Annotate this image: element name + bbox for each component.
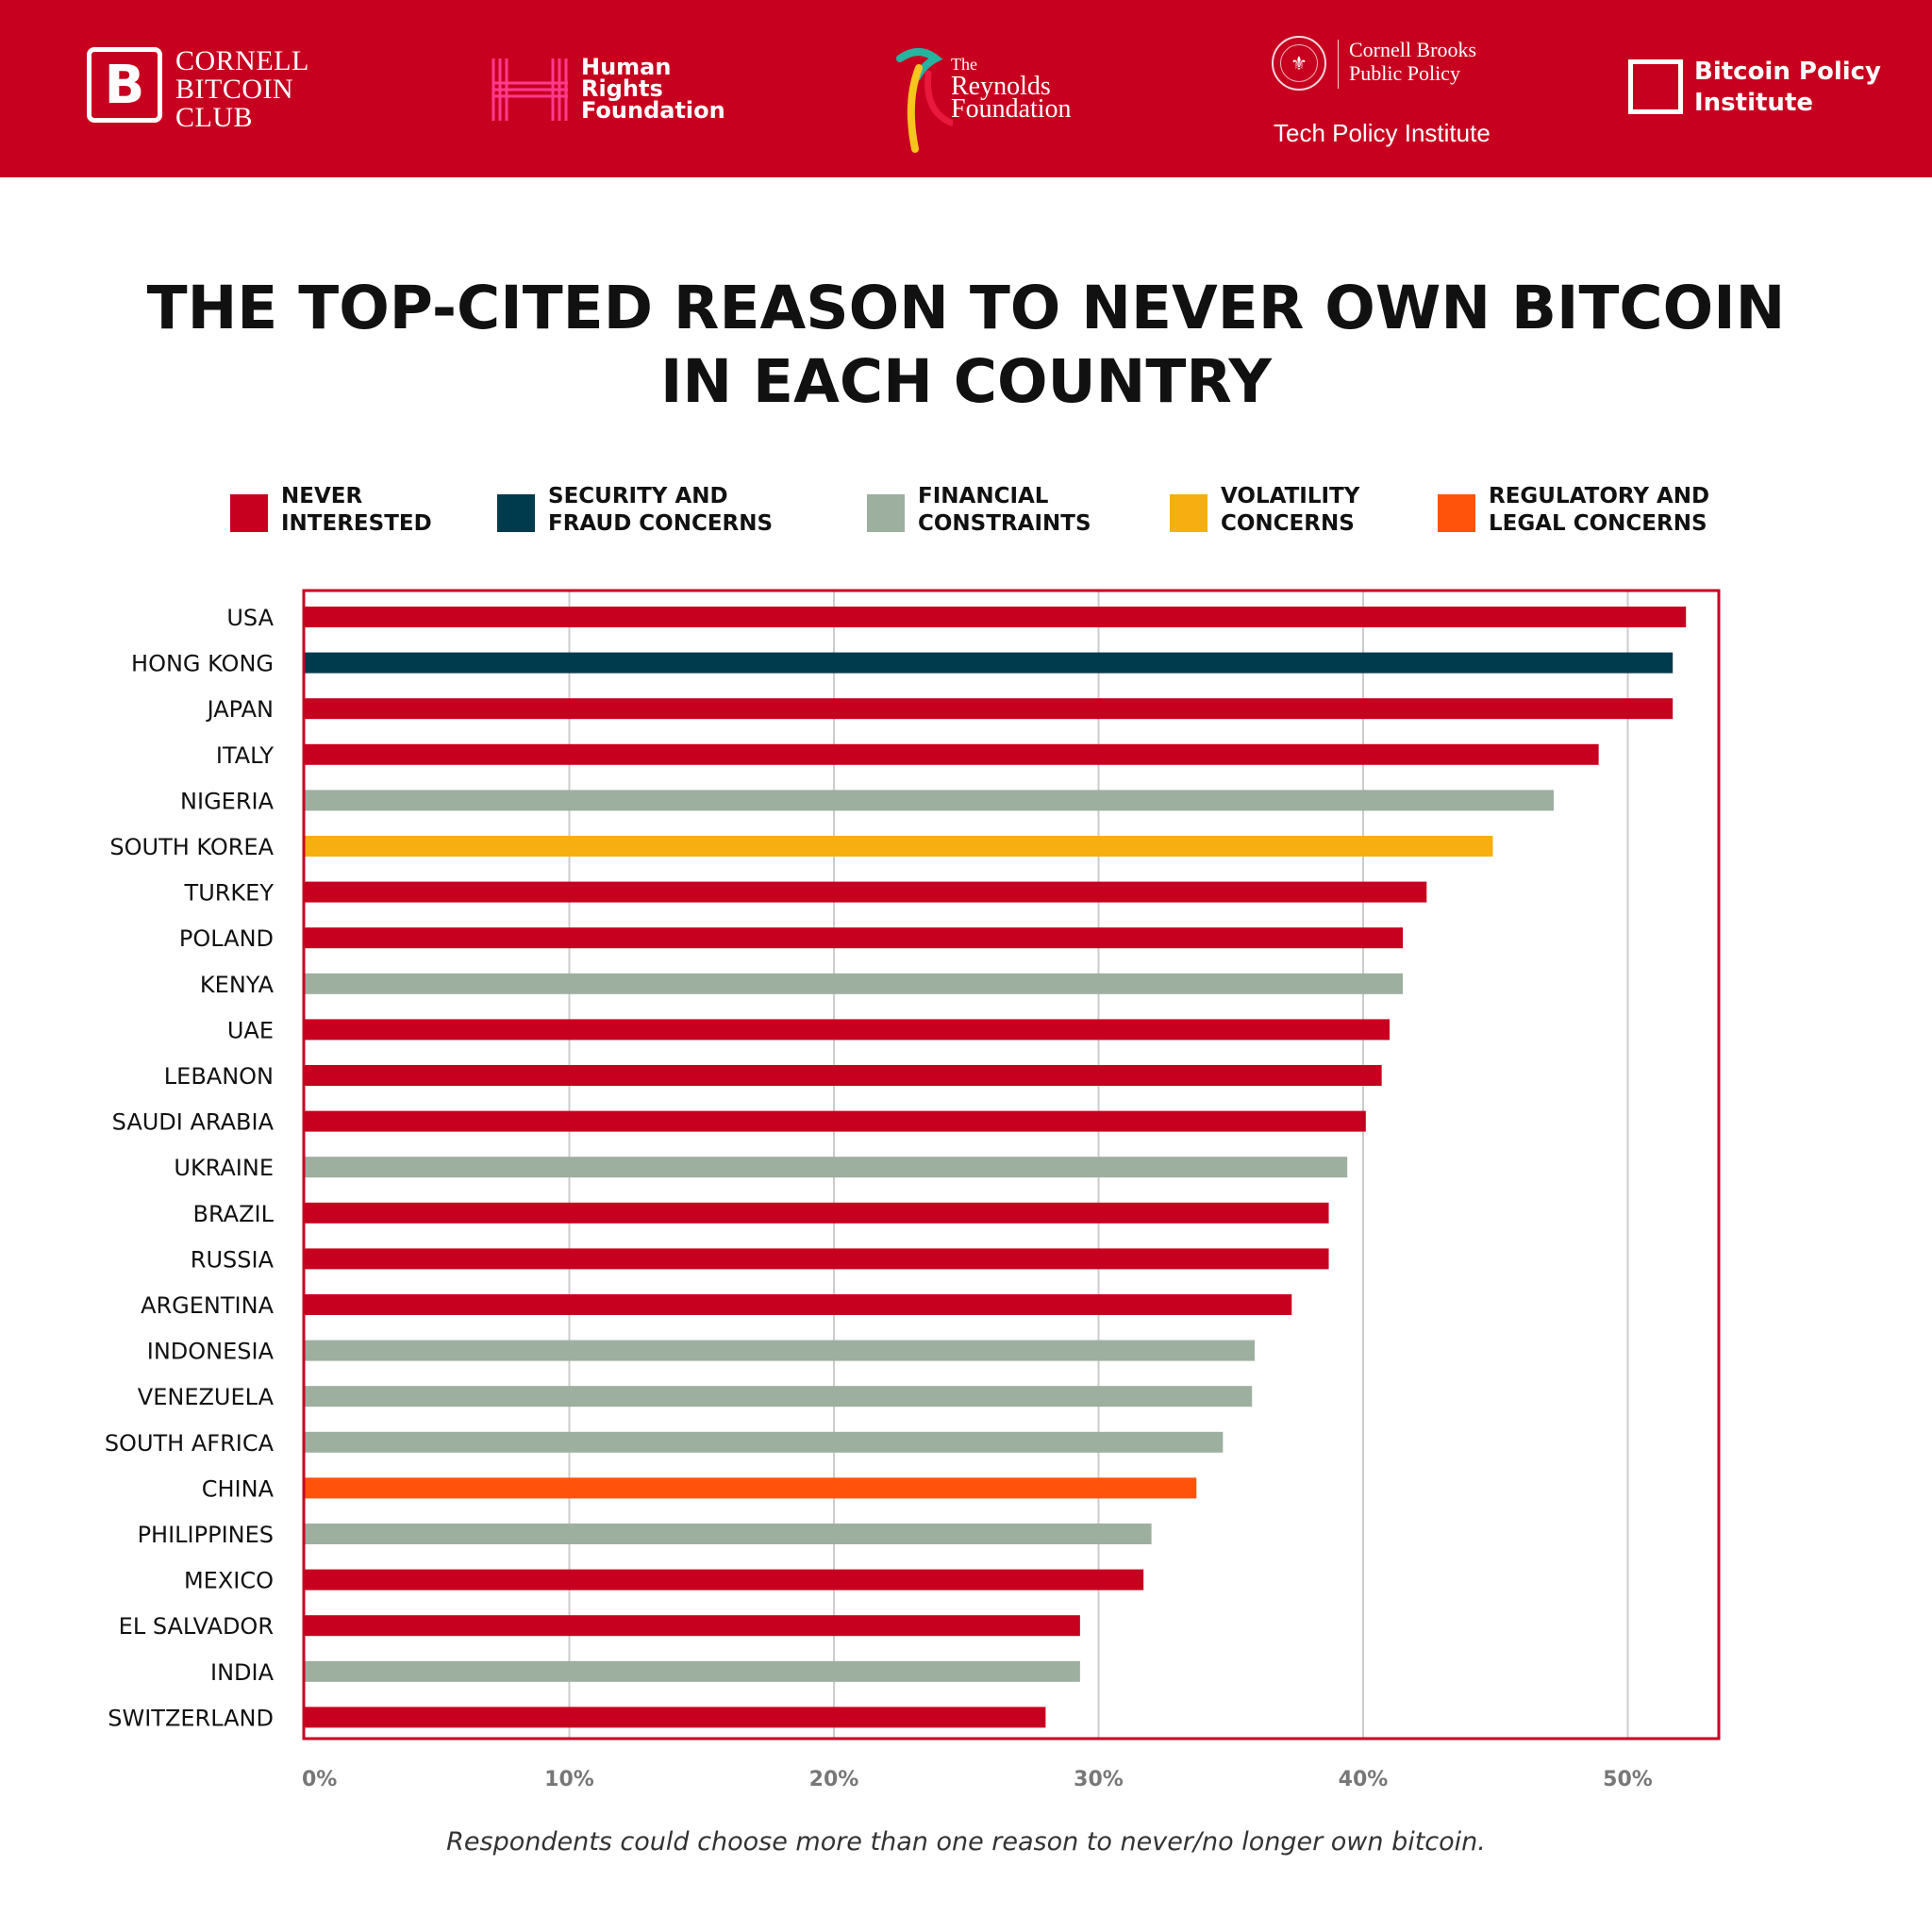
bar-kenya xyxy=(305,973,1404,994)
bar-hong-kong xyxy=(305,652,1674,674)
bar-nigeria xyxy=(305,790,1554,811)
legend-swatch-never xyxy=(230,494,268,532)
legend-swatch-financial xyxy=(867,494,905,532)
category-label-venezuela: VENEZUELA xyxy=(138,1384,275,1410)
category-label-uae: UAE xyxy=(227,1017,274,1043)
legend-label-financial: FINANCIAL CONSTRAINTS xyxy=(918,484,1091,536)
category-label-japan: JAPAN xyxy=(206,696,274,723)
bar-india xyxy=(305,1660,1080,1682)
cbc-line1: CORNELL xyxy=(175,45,309,76)
cbc-line3: CLUB xyxy=(175,102,254,133)
bar-chart: USA HONG KONG JAPAN ITALY NIGERIA SOUTH KOREA… xyxy=(105,589,1721,1791)
category-label-kenya: KENYA xyxy=(200,972,275,998)
x-tick-label-20: 20% xyxy=(809,1768,859,1791)
category-label-india: INDIA xyxy=(210,1659,275,1686)
bar-china xyxy=(305,1477,1197,1499)
bar-indonesia xyxy=(305,1340,1255,1361)
bar-el-salvador xyxy=(305,1615,1080,1637)
logo-divider xyxy=(1338,40,1339,89)
cornell-bitcoin-club-logo: B CORNELL BITCOIN CLUB xyxy=(87,47,332,132)
bar-poland xyxy=(305,927,1404,949)
category-label-hong-kong: HONG KONG xyxy=(131,651,274,677)
legend-label-regulatory: REGULATORY AND LEGAL CONCERNS xyxy=(1489,484,1710,536)
bar-venezuela xyxy=(305,1386,1253,1407)
category-label-switzerland: SWITZERLAND xyxy=(108,1705,274,1731)
category-label-russia: RUSSIA xyxy=(191,1246,275,1273)
bpi-line1: Bitcoin Policy xyxy=(1694,58,1882,86)
cbp-line1: Cornell Brooks xyxy=(1349,38,1477,61)
category-label-ukraine: UKRAINE xyxy=(174,1155,274,1181)
bitcoin-policy-institute-logo: Bitcoin Policy Institute xyxy=(1628,57,1883,123)
reynolds-r-icon xyxy=(896,48,953,153)
category-label-south-korea: SOUTH KOREA xyxy=(109,834,274,860)
bar-switzerland xyxy=(305,1707,1046,1728)
bar-brazil xyxy=(305,1202,1329,1224)
bar-ukraine xyxy=(305,1157,1348,1178)
category-label-nigeria: NIGERIA xyxy=(180,788,275,814)
header-banner: B CORNELL BITCOIN CLUB Human Rights Foun… xyxy=(0,0,1932,177)
bar-usa xyxy=(305,607,1687,627)
legend-label-security: SECURITY AND FRAUD CONCERNS xyxy=(548,484,774,536)
bar-philippines xyxy=(305,1524,1152,1544)
x-tick-label-40: 40% xyxy=(1339,1768,1389,1791)
tech-policy-institute-label: Tech Policy Institute xyxy=(1274,119,1491,147)
cbc-line2: BITCOIN xyxy=(175,74,294,105)
category-label-mexico: MEXICO xyxy=(184,1568,274,1594)
cornell-brooks-logo: ⚜ Cornell Brooks Public Policy Tech Poli… xyxy=(1272,36,1507,158)
category-label-poland: POLAND xyxy=(179,925,274,952)
reynolds-foundation-logo: The Reynolds Foundation xyxy=(896,36,1123,158)
category-label-south-africa: SOUTH AFRICA xyxy=(105,1430,275,1457)
hrf-line2: Rights xyxy=(581,75,663,102)
cornell-seal-icon: ⚜ xyxy=(1272,36,1326,91)
cbp-line2: Public Policy xyxy=(1349,61,1460,85)
hrf-line3: Foundation xyxy=(581,97,725,124)
category-label-usa: USA xyxy=(226,605,274,631)
legend-label-never: NEVER INTERESTED xyxy=(281,484,432,536)
bpi-line2: Institute xyxy=(1694,89,1814,117)
hrf-h-icon xyxy=(491,58,568,121)
bitcoin-b-icon: B xyxy=(87,47,162,123)
bar-south-africa xyxy=(305,1431,1224,1453)
bar-saudi-arabia xyxy=(305,1110,1366,1132)
legend-label-volatility: VOLATILITY CONCERNS xyxy=(1221,484,1360,536)
footnote: Respondents could choose more than one r… xyxy=(446,1827,1486,1857)
category-label-brazil: BRAZIL xyxy=(193,1201,275,1227)
bar-south-korea xyxy=(305,836,1493,857)
reynolds-the: The xyxy=(951,55,977,74)
human-rights-foundation-logo: Human Rights Foundation xyxy=(491,54,736,124)
category-label-saudi-arabia: SAUDI ARABIA xyxy=(112,1109,275,1136)
x-tick-label-50: 50% xyxy=(1603,1768,1653,1791)
category-label-turkey: TURKEY xyxy=(184,880,275,907)
category-label-el-salvador: EL SALVADOR xyxy=(119,1613,274,1640)
legend-swatch-security xyxy=(497,494,535,532)
category-label-italy: ITALY xyxy=(216,742,274,769)
hrf-line1: Human xyxy=(581,54,672,80)
x-tick-label-0: 0% xyxy=(302,1768,337,1791)
category-label-argentina: ARGENTINA xyxy=(141,1292,275,1319)
bar-russia xyxy=(305,1248,1329,1270)
category-label-indonesia: INDONESIA xyxy=(147,1339,275,1365)
bar-japan xyxy=(305,698,1674,720)
legend-swatch-volatility xyxy=(1170,494,1208,532)
category-label-lebanon: LEBANON xyxy=(164,1063,274,1090)
category-label-china: CHINA xyxy=(202,1475,275,1502)
category-label-philippines: PHILIPPINES xyxy=(138,1522,274,1548)
reynolds-line2: Foundation xyxy=(951,94,1072,124)
bar-italy xyxy=(305,743,1599,765)
bpi-square-icon xyxy=(1628,59,1683,114)
bar-mexico xyxy=(305,1569,1144,1591)
chart-frame xyxy=(302,589,1721,1740)
legend-swatch-regulatory xyxy=(1438,494,1475,532)
reynolds-line1: Reynolds xyxy=(951,72,1051,101)
bar-uae xyxy=(305,1019,1391,1041)
chart-title: THE TOP-CITED REASON TO NEVER OWN BITCOI… xyxy=(146,274,1786,416)
x-tick-label-10: 10% xyxy=(544,1768,594,1791)
bar-lebanon xyxy=(305,1065,1382,1086)
x-tick-label-30: 30% xyxy=(1074,1768,1124,1791)
bar-turkey xyxy=(305,881,1427,903)
bar-argentina xyxy=(305,1294,1292,1315)
